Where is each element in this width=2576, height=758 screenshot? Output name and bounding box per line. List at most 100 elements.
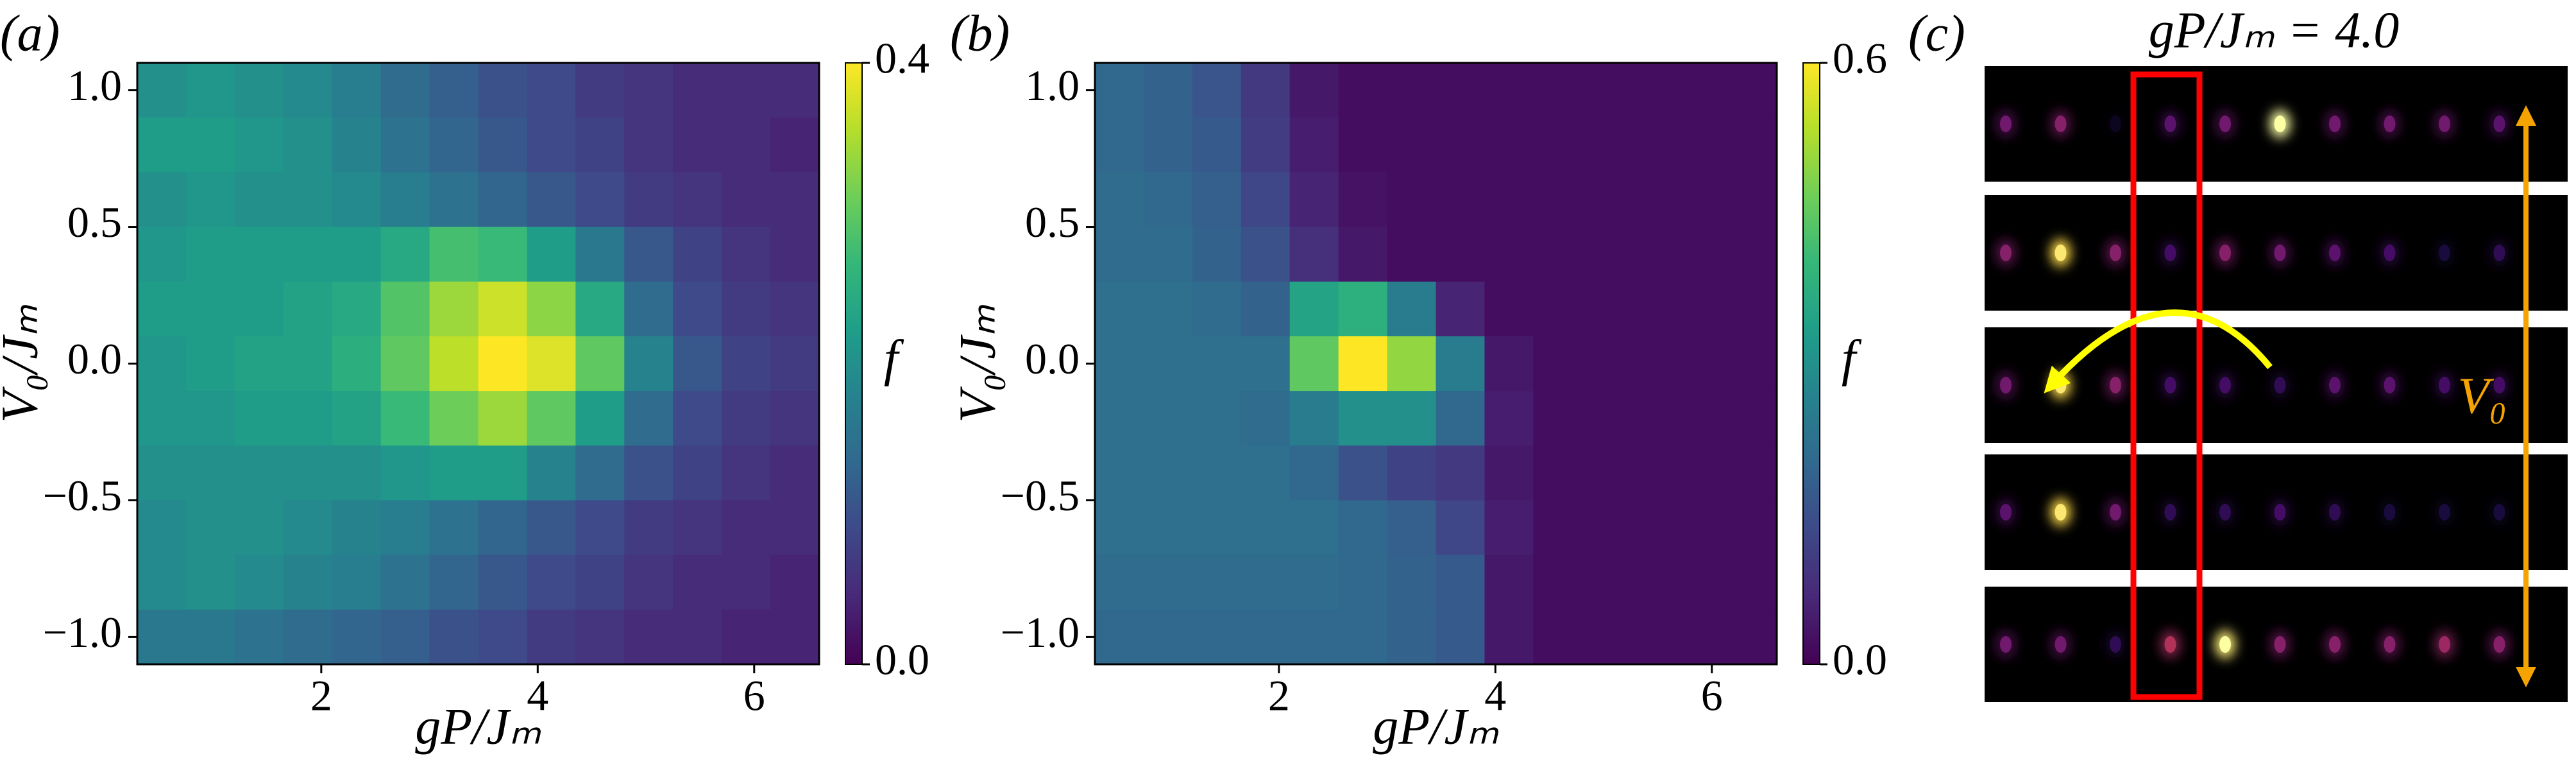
heatmap-cell: [1095, 555, 1144, 610]
heatmap-cell: [1095, 391, 1144, 446]
heatmap-cell: [1484, 445, 1534, 501]
heatmap-cell: [1728, 445, 1777, 501]
heatmap-cell: [1192, 609, 1242, 664]
heatmap-cell: [1289, 227, 1339, 282]
heatmap-cell: [1679, 117, 1729, 173]
heatmap-cell: [1192, 172, 1242, 228]
heatmap-cell: [722, 281, 771, 337]
x-axis-label: gP/Jₘ: [1373, 698, 1499, 755]
heatmap-cell: [1192, 555, 1242, 610]
intensity-core: [2000, 377, 2012, 393]
heatmap-cell: [1582, 445, 1631, 501]
heatmap-cell: [332, 63, 382, 118]
heatmap-cell: [722, 336, 771, 392]
intensity-core: [2219, 116, 2231, 132]
heatmap-cell: [527, 281, 576, 337]
x-tick-label: 4: [527, 671, 548, 720]
heatmap-cell: [1436, 117, 1485, 173]
heatmap-cell: [137, 445, 187, 501]
heatmap-cell: [1631, 555, 1680, 610]
heatmap-cell: [283, 117, 333, 173]
heatmap-cell: [624, 227, 674, 282]
colorbar-tick-label: 0.0: [1833, 635, 1887, 684]
heatmap-cell: [429, 336, 479, 392]
heatmap-cell: [1192, 500, 1242, 556]
heatmap-cell: [185, 609, 235, 664]
colorbar: [845, 62, 863, 665]
heatmap-cell: [1338, 336, 1388, 392]
panel-label: (a): [0, 5, 60, 62]
heatmap-cell: [624, 555, 674, 610]
heatmap-cell: [722, 609, 771, 664]
heatmap-cell: [1484, 281, 1534, 337]
intensity-core: [2274, 636, 2286, 653]
heatmap-cell: [1143, 63, 1193, 118]
heatmap-cell: [722, 391, 771, 446]
heatmap-cell: [332, 555, 382, 610]
heatmap-cell: [185, 445, 235, 501]
heatmap-cell: [1095, 281, 1144, 337]
heatmap-cell: [722, 555, 771, 610]
heatmap-cell: [575, 609, 625, 664]
heatmap-cell: [1289, 609, 1339, 664]
heatmap-cell: [1387, 63, 1436, 118]
heatmap-cell: [1484, 336, 1534, 392]
intensity-core: [2055, 245, 2067, 261]
heatmap-cell: [185, 63, 235, 118]
heatmap-cell: [624, 445, 674, 501]
heatmap-cell: [527, 609, 576, 664]
heatmap-cell: [673, 391, 722, 446]
v0-label: V₀: [2458, 368, 2507, 424]
heatmap-cell: [575, 63, 625, 118]
heatmap-cell: [1241, 336, 1291, 392]
colorbar-tick-label: 0.0: [875, 635, 929, 684]
intensity-core: [2493, 377, 2505, 393]
intensity-core: [2274, 245, 2286, 261]
heatmap-cell: [1289, 445, 1339, 501]
y-tick-label: 0.5: [1025, 198, 1080, 246]
heatmap-cell: [1582, 391, 1631, 446]
heatmap-cell: [1289, 63, 1339, 118]
heatmap-cell: [283, 555, 333, 610]
heatmap-cell: [1728, 63, 1777, 118]
heatmap-cell: [234, 172, 284, 228]
heatmap-cell: [332, 336, 382, 392]
intensity-core: [2439, 636, 2450, 653]
heatmap-cell: [332, 609, 382, 664]
heatmap-cell: [1679, 500, 1729, 556]
heatmap-cell: [1338, 227, 1388, 282]
heatmap-cell: [1533, 63, 1582, 118]
heatmap-cell: [624, 117, 674, 173]
heatmap-cell: [527, 63, 576, 118]
heatmap-cell: [234, 63, 284, 118]
heatmap-cell: [527, 445, 576, 501]
heatmap-cell: [283, 281, 333, 337]
heatmap-cell: [1582, 117, 1631, 173]
heatmap-cell: [673, 281, 722, 337]
heatmap-cell: [624, 500, 674, 556]
heatmap-cell: [1533, 445, 1582, 501]
heatmap-cell: [1631, 391, 1680, 446]
heatmap-cell: [1338, 63, 1388, 118]
heatmap-cell: [1679, 336, 1729, 392]
intensity-core: [2274, 504, 2286, 521]
heatmap-cell: [1484, 555, 1534, 610]
heatmap-cell: [1679, 555, 1729, 610]
heatmap-cell: [1387, 336, 1436, 392]
heatmap-cell: [429, 609, 479, 664]
heatmap-cell: [624, 609, 674, 664]
heatmap-cell: [1095, 445, 1144, 501]
heatmap-cell: [1631, 445, 1680, 501]
intensity-core: [2164, 377, 2176, 393]
y-tick-label: −1.0: [43, 608, 122, 657]
heatmap-cell: [137, 172, 187, 228]
heatmap-cell: [478, 281, 527, 337]
heatmap-cell: [1533, 391, 1582, 446]
intensity-core: [2110, 245, 2121, 261]
intensity-core: [2219, 377, 2231, 393]
heatmap-cell: [137, 555, 187, 610]
intensity-core: [2384, 504, 2396, 521]
heatmap-cell: [1631, 609, 1680, 664]
heatmap-cell: [429, 117, 479, 173]
heatmap-cell: [575, 281, 625, 337]
